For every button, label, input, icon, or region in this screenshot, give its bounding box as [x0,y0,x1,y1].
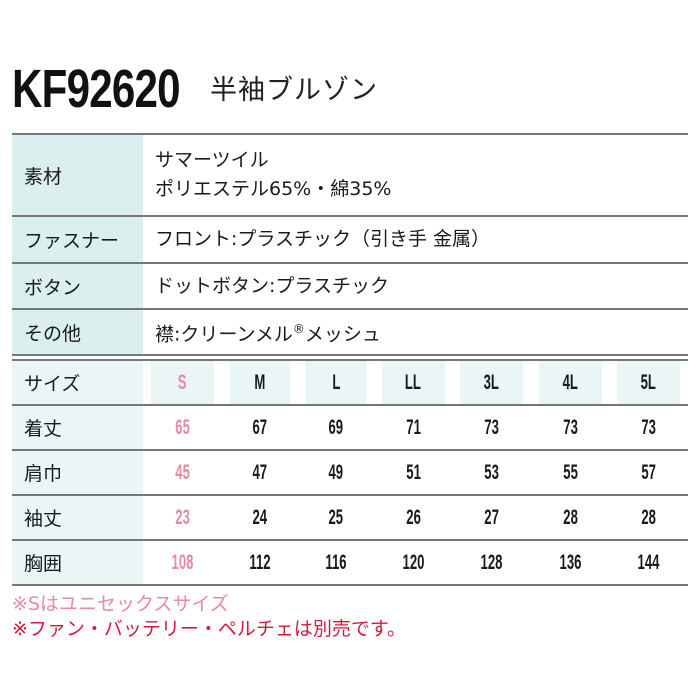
spec-label: 素材 [12,133,143,217]
size-row-shoulder: 肩巾 45 47 49 51 53 55 57 [12,449,688,496]
size-cell: 120 [381,539,445,586]
spec-label: ボタン [12,262,143,310]
spec-value-line: ポリエステル65%・綿35% [155,178,392,200]
size-header-label: サイズ [12,359,143,406]
note-unisex: ※Sはユニセックスサイズ [12,593,229,615]
spec-value-prefix: 襟:クリーンメル [155,323,293,346]
size-cell: 24 [229,494,291,541]
spec-row-fastener: ファスナー フロント:プラスチック（引き手 金属） [12,215,688,264]
size-cell: 116 [305,539,367,586]
size-row-label: 着丈 [12,404,143,451]
size-row-length: 着丈 65 67 69 71 73 73 73 [12,404,688,451]
size-cell: 112 [229,539,291,586]
product-name: 半袖ブルゾン [210,75,378,106]
size-cell: 57 [617,449,681,496]
spec-value: サマーツイル ポリエステル65%・綿35% [143,133,688,217]
size-cell: 25 [305,494,367,541]
size-cell: 53 [460,449,523,496]
size-cell: 45 [150,449,214,496]
size-cell: 23 [150,494,214,541]
size-col-4l: 4L [538,359,602,406]
spec-value: ドットボタン:プラスチック [143,262,688,310]
size-cell: 71 [381,404,445,451]
size-row-label: 胸囲 [12,539,143,586]
spec-value: フロント:プラスチック（引き手 金属） [143,215,688,264]
size-cell: 26 [381,494,445,541]
size-cell: 73 [617,404,681,451]
size-col-3l: 3L [460,359,523,406]
size-cell: 51 [381,449,445,496]
title-block: KF92620 [12,56,227,116]
size-col-s: S [150,359,214,406]
size-row-label: 袖丈 [12,494,143,541]
note-sold-separately: ※ファン・バッテリー・ペルチェは別売です。 [12,618,407,640]
size-cell: 69 [305,404,367,451]
model-number: KF92620 [12,59,181,119]
size-col-l: L [305,359,367,406]
size-cell: 49 [305,449,367,496]
size-row-sleeve: 袖丈 23 24 25 26 27 28 28 [12,494,688,541]
size-col-5l: 5L [617,359,681,406]
size-cell: 55 [538,449,602,496]
size-header-row: サイズ S M L LL 3L 4L 5L [12,359,688,406]
size-cell: 28 [538,494,602,541]
size-cell: 65 [150,404,214,451]
spec-row-other: その他 襟:クリーンメル®メッシュ [12,308,688,356]
size-cell: 73 [538,404,602,451]
size-cell: 108 [150,539,214,586]
spec-value: 襟:クリーンメル®メッシュ [143,308,688,356]
spec-value-suffix: メッシュ [304,323,381,346]
spec-label: ファスナー [12,215,143,264]
size-row-chest: 胸囲 108 112 116 120 128 136 144 [12,539,688,586]
size-cell: 47 [229,449,291,496]
size-col-m: M [229,359,291,406]
spec-table: 素材 サマーツイル ポリエステル65%・綿35% ファスナー フロント:プラスチ… [12,133,688,356]
spec-value-line: サマーツイル [155,149,269,171]
size-table: サイズ S M L LL 3L 4L 5L 着丈 65 67 69 71 73 … [12,359,688,586]
size-cell: 144 [617,539,681,586]
size-row-label: 肩巾 [12,449,143,496]
size-cell: 27 [460,494,523,541]
size-col-ll: LL [381,359,445,406]
spec-row-button: ボタン ドットボタン:プラスチック [12,262,688,310]
size-cell: 128 [460,539,523,586]
size-cell: 28 [617,494,681,541]
size-cell: 73 [460,404,523,451]
spec-row-material: 素材 サマーツイル ポリエステル65%・綿35% [12,133,688,217]
spec-label: その他 [12,308,143,356]
size-cell: 136 [538,539,602,586]
size-cell: 67 [229,404,291,451]
registered-mark: ® [292,321,305,336]
